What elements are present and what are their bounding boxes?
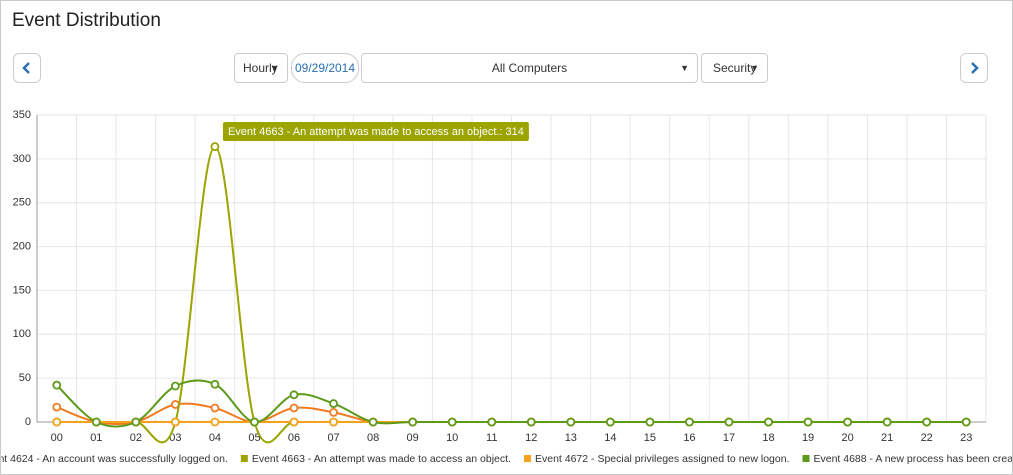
point bbox=[803, 417, 813, 427]
x-tick-label: 06 bbox=[288, 432, 300, 444]
y-tick-label: 50 bbox=[19, 372, 31, 384]
x-tick-label: 02 bbox=[130, 432, 142, 444]
x-tick-label: 19 bbox=[802, 432, 814, 444]
x-tick-label: 13 bbox=[565, 432, 577, 444]
point bbox=[210, 403, 220, 413]
legend-label: Event 4624 - An account was successfully… bbox=[1, 453, 228, 465]
prev-button[interactable] bbox=[13, 53, 41, 83]
y-tick-label: 0 bbox=[25, 416, 31, 428]
x-tick-label: 00 bbox=[51, 432, 63, 444]
x-tick-label: 14 bbox=[604, 432, 616, 444]
computers-text: All Computers bbox=[491, 61, 568, 75]
x-tick-label: 01 bbox=[90, 432, 102, 444]
point bbox=[526, 417, 536, 427]
legend-label: Event 4688 - A new process has been crea… bbox=[813, 453, 1012, 465]
caret: ▼ bbox=[680, 63, 689, 73]
caret: ▼ bbox=[270, 63, 279, 73]
x-tick-label: 18 bbox=[762, 432, 774, 444]
point bbox=[91, 417, 101, 427]
point bbox=[605, 417, 615, 427]
date-text: 09/29/2014 bbox=[294, 61, 356, 75]
interval-select[interactable]: Hourly ▼ bbox=[234, 53, 288, 83]
point bbox=[329, 417, 338, 427]
x-tick-label: 09 bbox=[407, 432, 419, 444]
point bbox=[131, 417, 141, 427]
point bbox=[289, 403, 299, 413]
legend-label: Event 4672 - Special privileges assigned… bbox=[535, 453, 790, 465]
x-tick-label: 20 bbox=[841, 432, 853, 444]
x-tick-label: 03 bbox=[169, 432, 181, 444]
legend-swatch bbox=[240, 455, 248, 462]
point bbox=[210, 379, 220, 389]
point bbox=[843, 417, 853, 427]
y-tick-label: 300 bbox=[13, 153, 31, 165]
y-tick-label: 250 bbox=[13, 197, 31, 209]
next-button[interactable] bbox=[960, 53, 988, 83]
point bbox=[764, 417, 773, 427]
x-tick-label: 21 bbox=[881, 432, 893, 444]
x-tick-label: 05 bbox=[248, 432, 260, 444]
x-tick-label: 10 bbox=[446, 432, 458, 444]
log-text: Security bbox=[713, 61, 757, 75]
computers-select[interactable]: All Computers ▼ bbox=[361, 53, 698, 83]
log-select[interactable]: Security ▼ bbox=[701, 53, 768, 83]
point bbox=[329, 399, 338, 408]
point bbox=[882, 417, 892, 427]
legend-swatch bbox=[523, 455, 531, 462]
x-tick-label: 04 bbox=[209, 432, 221, 444]
date-picker[interactable]: 09/29/2014 bbox=[291, 53, 359, 83]
x-tick-label: 11 bbox=[486, 432, 497, 444]
y-tick-label: 200 bbox=[13, 240, 31, 252]
point bbox=[289, 417, 299, 427]
point bbox=[961, 417, 971, 427]
point bbox=[52, 402, 62, 412]
x-tick-label: 07 bbox=[327, 432, 339, 444]
legend-label: Event 4663 - An attempt was made to acce… bbox=[252, 453, 511, 465]
point bbox=[566, 417, 576, 427]
x-tick-label: 16 bbox=[683, 432, 695, 444]
tooltip-box bbox=[222, 122, 529, 141]
point bbox=[645, 417, 655, 427]
y-tick-label: 150 bbox=[13, 284, 31, 296]
point bbox=[250, 417, 259, 427]
point bbox=[922, 417, 932, 427]
y-tick-label: 350 bbox=[13, 109, 31, 121]
point bbox=[52, 417, 62, 427]
point bbox=[447, 417, 457, 427]
point bbox=[408, 417, 418, 427]
point bbox=[210, 417, 220, 427]
next-icon bbox=[971, 62, 979, 74]
x-tick-label: 12 bbox=[525, 432, 537, 444]
prev-icon bbox=[22, 62, 30, 74]
point bbox=[52, 380, 62, 390]
page-title: Event Distribution bbox=[12, 10, 161, 31]
tooltip-text: Event 4663 - An attempt was made to acce… bbox=[228, 126, 524, 138]
chart: 0 50 100 150 200 250 300 350 00 01 02 03 04 05 06 07 08 0… bbox=[1, 109, 1012, 465]
point bbox=[210, 142, 220, 151]
point bbox=[724, 417, 734, 427]
point bbox=[329, 407, 338, 417]
caret: ▼ bbox=[750, 63, 759, 73]
point bbox=[368, 417, 378, 427]
x-tick-label: 15 bbox=[644, 432, 656, 444]
interval-text: Hourly bbox=[243, 61, 278, 75]
point bbox=[170, 381, 180, 391]
legend-swatch bbox=[802, 455, 810, 462]
x-tick-label: 08 bbox=[367, 432, 379, 444]
point bbox=[170, 417, 180, 427]
point bbox=[289, 390, 299, 400]
point bbox=[487, 417, 497, 427]
x-tick-label: 23 bbox=[960, 432, 972, 444]
y-tick-label: 100 bbox=[13, 328, 31, 340]
x-tick-label: 22 bbox=[921, 432, 933, 444]
x-tick-label: 17 bbox=[723, 432, 735, 444]
point bbox=[685, 417, 694, 427]
